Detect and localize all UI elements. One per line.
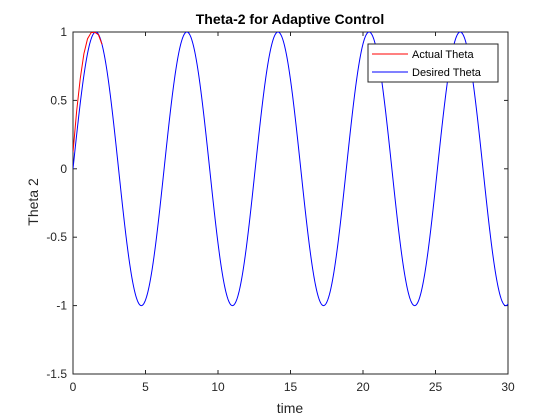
x-tick-label: 15: [284, 380, 298, 394]
x-tick-label: 5: [142, 380, 149, 394]
series-actual-theta-line: [73, 32, 103, 153]
y-tick-label: -1.5: [46, 367, 67, 381]
axes-box: [72, 31, 509, 375]
legend: Actual Theta Desired Theta: [367, 43, 499, 83]
x-tick-label: 25: [429, 380, 443, 394]
x-tick-label: 30: [501, 380, 515, 394]
y-axis-label: Theta 2: [25, 178, 41, 226]
y-tick-label: -0.5: [46, 230, 67, 244]
x-tick-label: 0: [70, 380, 77, 394]
chart-title: Theta-2 for Adaptive Control: [196, 11, 385, 27]
y-tick-label: 0.5: [50, 93, 67, 107]
legend-entry-actual: Actual Theta: [412, 49, 474, 61]
y-tick-label: 1: [60, 25, 67, 39]
plot-area: 0 5 10 15 20 25 30 -1.5 -1 -0.5 0 0.5 1: [46, 25, 515, 394]
x-tick-label: 10: [211, 380, 225, 394]
x-axis-label: time: [277, 400, 304, 416]
series-desired-theta-line: [73, 32, 508, 307]
legend-box: [367, 43, 499, 83]
y-tick-label: -1: [56, 299, 67, 313]
x-tick-label: 20: [356, 380, 370, 394]
legend-entry-desired: Desired Theta: [412, 67, 482, 79]
y-tick-label: 0: [60, 162, 67, 176]
